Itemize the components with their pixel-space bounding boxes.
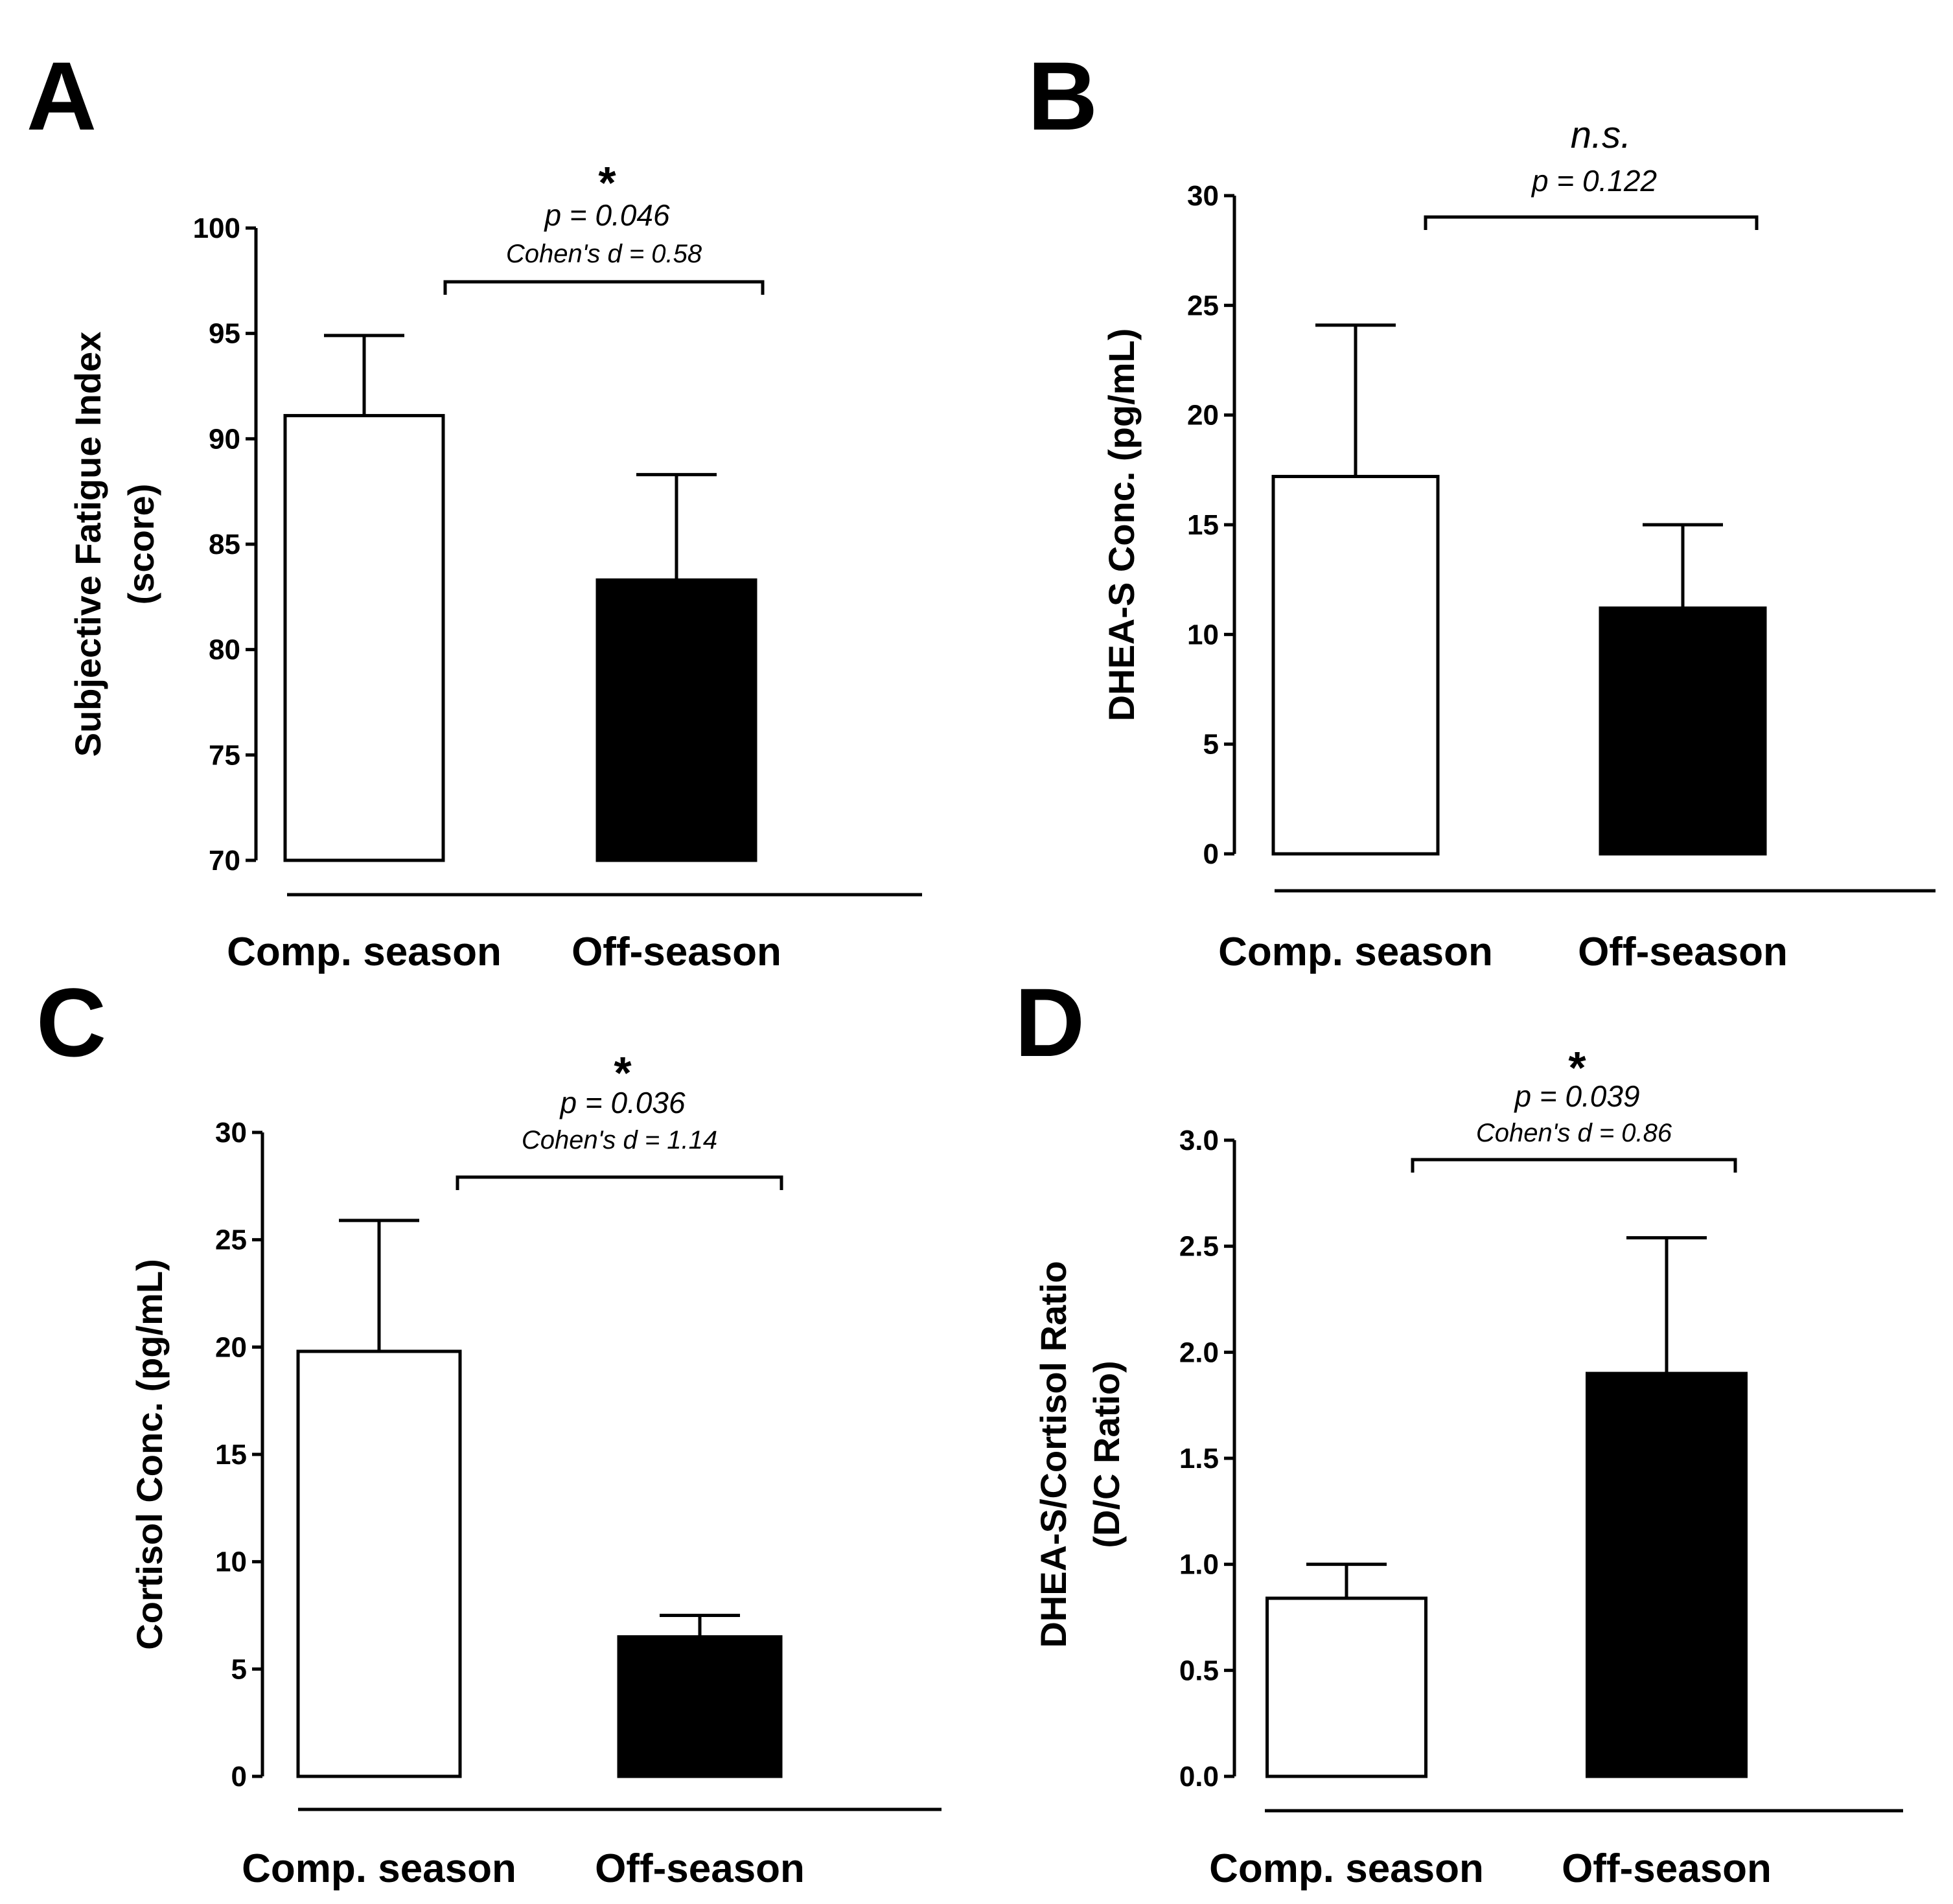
panel-letter: D <box>1015 968 1085 1077</box>
effect-size-label: Cohen's d = 1.14 <box>522 1126 717 1154</box>
effect-size-label: Cohen's d = 0.86 <box>1476 1119 1672 1147</box>
y-tick-label: 25 <box>1187 290 1219 321</box>
category-label: Off-season <box>595 1846 805 1891</box>
p-value-label: p = 0.046 <box>543 198 670 232</box>
y-tick-label: 0 <box>1203 838 1219 870</box>
significance-marker: * <box>614 1048 632 1098</box>
significance-bracket <box>1411 1158 1737 1173</box>
panel-a: A 70 75 80 85 90 95 100 Subjective Fatigue Index… <box>27 41 922 974</box>
category-label: Comp. season <box>1218 930 1493 974</box>
y-tick-label: 5 <box>1203 729 1219 761</box>
panel-letter: A <box>27 41 97 150</box>
y-tick-label: 5 <box>231 1653 247 1685</box>
significance-bracket <box>1424 215 1759 230</box>
p-value-label: p = 0.039 <box>1513 1079 1639 1113</box>
panel-letter: B <box>1028 41 1098 150</box>
y-tick-label: 95 <box>209 318 240 350</box>
y-axis-label-line: Subjective Fatigue Index <box>67 332 108 757</box>
y-tick-label: 90 <box>209 423 240 455</box>
y-axis-label: Cortisol Conc. (pg/mL) <box>129 1259 170 1650</box>
y-tick-label: 1.0 <box>1179 1549 1219 1581</box>
y-axis-label-line: (score) <box>121 484 161 605</box>
p-value-label: p = 0.122 <box>1531 164 1657 198</box>
y-axis-label: DHEA-S Conc. (pg/mL) <box>1101 328 1142 722</box>
bar-comp-season <box>1271 474 1440 856</box>
significance-marker: * <box>598 157 616 208</box>
y-tick-label: 2.0 <box>1179 1336 1219 1368</box>
y-tick-label: 0 <box>231 1761 247 1793</box>
bar-comp-season <box>1265 1596 1427 1778</box>
y-tick-label: 15 <box>215 1439 247 1471</box>
significance-marker: n.s. <box>1571 114 1632 156</box>
panel-d: D 0.0 0.5 1.0 1.5 2.0 2.5 3.0 DHEA-S/Cortisol Ra… <box>1015 968 1903 1891</box>
y-tick-label: 85 <box>209 529 240 560</box>
category-label: Comp. season <box>242 1846 516 1891</box>
category-label: Off-season <box>572 930 781 974</box>
panel-letter: C <box>36 968 106 1077</box>
y-tick-label: 1.5 <box>1179 1443 1219 1474</box>
y-tick-label: 100 <box>193 212 240 244</box>
y-tick-label: 10 <box>215 1546 247 1578</box>
y-axis-label-line: DHEA-S Conc. (pg/mL) <box>1101 328 1142 722</box>
bar-off-season <box>1599 606 1767 856</box>
y-tick-label: 3.0 <box>1179 1125 1219 1156</box>
y-axis-label-line: DHEA-S/Cortisol Ratio <box>1033 1261 1074 1647</box>
y-tick-label: 25 <box>215 1224 247 1256</box>
bar-off-season <box>595 578 757 862</box>
panel-b: B 0 5 10 15 20 25 30 DHEA-S Conc. (pg/mL) Comp. s… <box>1028 41 1936 974</box>
effect-size-label: Cohen's d = 0.58 <box>506 240 702 268</box>
category-label: Off-season <box>1562 1846 1772 1891</box>
y-tick-label: 10 <box>1187 619 1219 650</box>
significance-bracket <box>456 1175 783 1190</box>
category-label: Comp. season <box>1209 1846 1484 1891</box>
y-tick-label: 15 <box>1187 509 1219 541</box>
y-tick-label: 20 <box>215 1331 247 1363</box>
y-axis-label-line: (D/C Ratio) <box>1086 1360 1127 1548</box>
y-tick-label: 80 <box>209 634 240 666</box>
y-tick-label: 0.5 <box>1179 1655 1219 1686</box>
y-tick-label: 30 <box>1187 180 1219 212</box>
category-label: Off-season <box>1578 930 1788 974</box>
y-axis-label: Subjective Fatigue Index (score) <box>67 332 161 757</box>
panel-c: C 0 5 10 15 20 25 30 Cortisol Conc. (pg/mL) Comp.… <box>36 968 942 1891</box>
bar-off-season <box>1586 1371 1748 1778</box>
significance-marker: * <box>1568 1042 1586 1093</box>
bar-comp-season <box>283 414 445 862</box>
y-tick-label: 70 <box>209 845 240 877</box>
y-tick-label: 0.0 <box>1179 1761 1219 1793</box>
y-tick-label: 30 <box>215 1117 247 1149</box>
y-tick-label: 2.5 <box>1179 1231 1219 1263</box>
y-axis-label-line: Cortisol Conc. (pg/mL) <box>129 1259 170 1650</box>
y-axis-label: DHEA-S/Cortisol Ratio (D/C Ratio) <box>1033 1261 1127 1647</box>
bar-off-season <box>617 1635 783 1778</box>
bar-comp-season <box>296 1349 462 1778</box>
p-value-label: p = 0.036 <box>559 1086 686 1119</box>
y-tick-label: 75 <box>209 739 240 771</box>
significance-bracket <box>443 280 765 295</box>
y-tick-label: 20 <box>1187 400 1219 431</box>
category-label: Comp. season <box>227 930 502 974</box>
